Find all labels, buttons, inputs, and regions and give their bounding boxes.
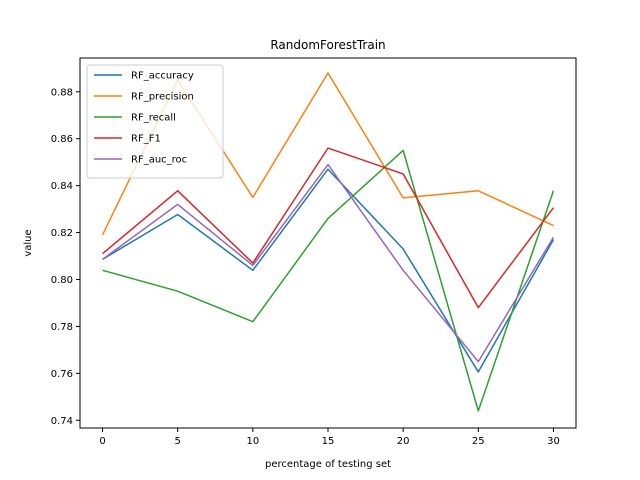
x-axis-label: percentage of testing set [265, 459, 391, 470]
y-tick-label: 0.82 [51, 228, 73, 239]
legend-box [86, 64, 224, 179]
plot-frame [79, 57, 577, 429]
legend-label-rf-f1: RF_F1 [131, 134, 161, 145]
series-line-rf-auc-roc [102, 163, 555, 363]
x-tick-label: 25 [472, 436, 485, 447]
y-axis-label: value [23, 229, 34, 256]
y-tick-label: 0.80 [51, 275, 73, 286]
y-tick-label: 0.78 [51, 322, 73, 333]
legend-label-rf-accuracy: RF_accuracy [131, 71, 194, 82]
y-axis: 0.74 0.76 0.78 0.80 0.82 0.84 0.86 0.88 [51, 87, 80, 427]
x-tick-label: 0 [99, 436, 105, 447]
y-tick-label: 0.88 [51, 87, 73, 98]
series-line-rf-f1 [102, 147, 555, 309]
legend-label-rf-precision: RF_precision [131, 92, 194, 103]
legend-label-rf-auc-roc: RF_auc_roc [131, 155, 187, 166]
x-tick-label: 5 [175, 436, 181, 447]
legend-label-rf-recall: RF_recall [131, 113, 176, 124]
series-line-rf-recall [102, 149, 555, 412]
x-tick-label: 30 [547, 436, 560, 447]
x-tick-label: 10 [246, 436, 259, 447]
chart-title: RandomForestTrain [270, 38, 385, 52]
x-tick-label: 15 [322, 436, 335, 447]
y-tick-label: 0.86 [51, 134, 73, 145]
x-tick-label: 20 [397, 436, 410, 447]
x-axis: 0 5 10 15 20 25 30 [99, 428, 560, 447]
y-tick-label: 0.74 [51, 416, 73, 427]
series-line-rf-accuracy [102, 168, 555, 373]
legend: RF_accuracy RF_precision RF_recall RF_F1 RF_… [86, 64, 224, 179]
y-tick-label: 0.84 [51, 181, 73, 192]
y-tick-label: 0.76 [51, 369, 73, 380]
